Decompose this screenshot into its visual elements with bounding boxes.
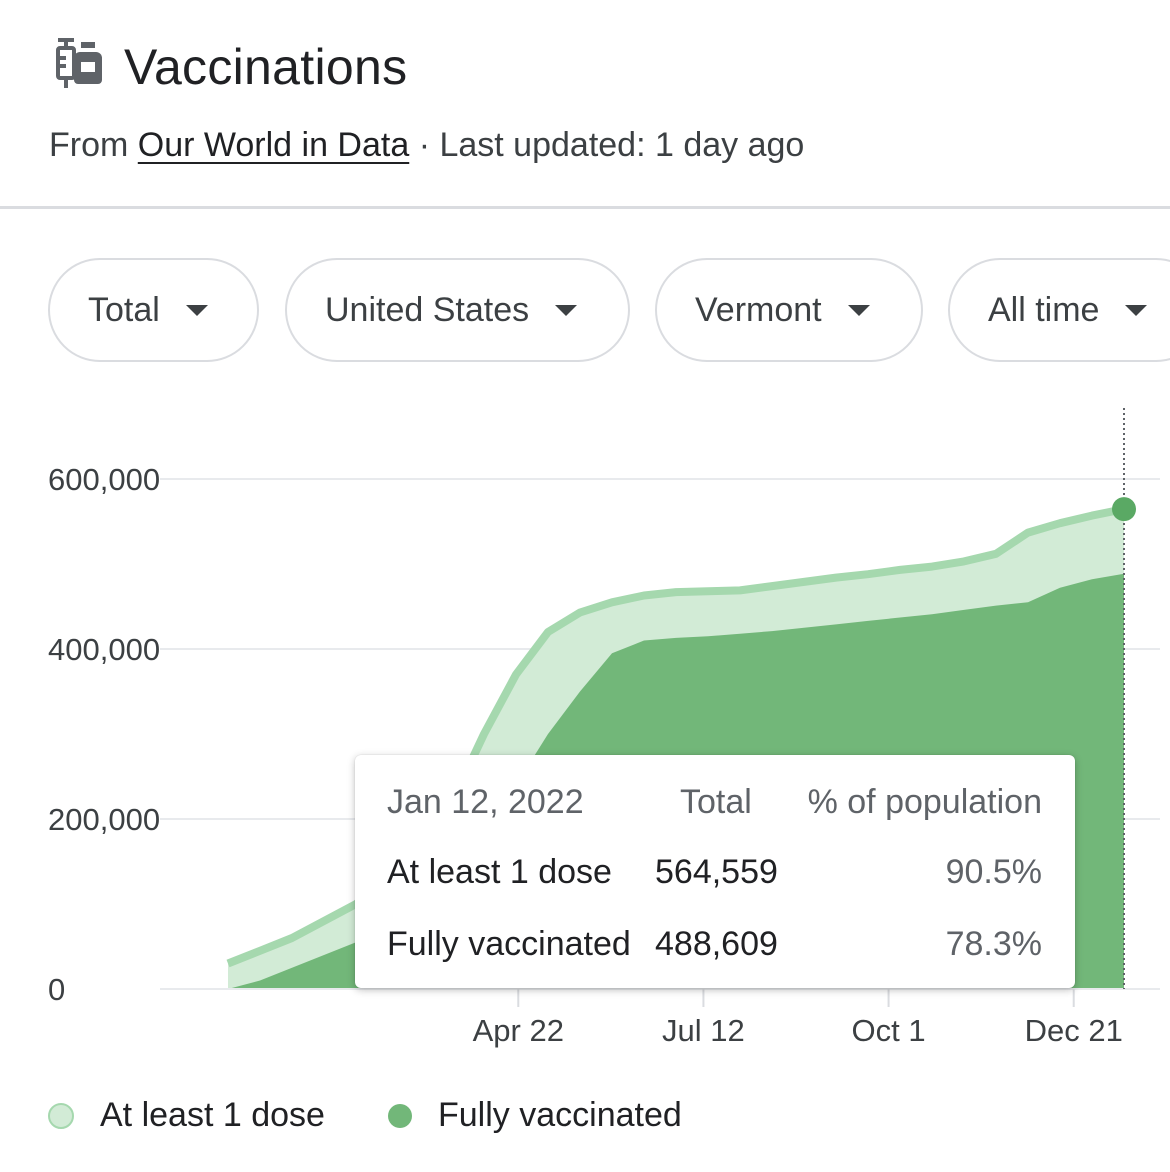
x-tick-label: Dec 21 bbox=[1025, 1013, 1123, 1048]
x-tick-label: Oct 1 bbox=[852, 1013, 926, 1048]
filter-time-dropdown[interactable]: All time bbox=[948, 258, 1170, 362]
x-tick-label: Apr 22 bbox=[473, 1013, 564, 1048]
source-line: From Our World in Data · Last updated: 1… bbox=[49, 126, 804, 165]
tooltip-row-label: Fully vaccinated bbox=[387, 925, 631, 963]
y-tick-label: 200,000 bbox=[48, 802, 160, 837]
caret-down-icon bbox=[185, 304, 208, 316]
filter-region-dropdown[interactable]: Vermont bbox=[655, 258, 923, 362]
chart-tooltip: Jan 12, 2022 Total % of population At le… bbox=[355, 755, 1075, 988]
legend-item-fully-vaccinated[interactable]: Fully vaccinated bbox=[388, 1096, 682, 1135]
filter-label: All time bbox=[988, 290, 1100, 329]
vaccine-icon bbox=[56, 38, 102, 88]
card-header: Vaccinations From Our World in Data · La… bbox=[0, 0, 1170, 208]
tooltip-row-pct: 90.5% bbox=[945, 853, 1042, 891]
filter-label: Total bbox=[88, 290, 160, 329]
tooltip-row-label: At least 1 dose bbox=[387, 853, 612, 891]
tooltip-row-pct: 78.3% bbox=[945, 925, 1042, 963]
y-tick-label: 0 bbox=[48, 972, 65, 1007]
legend-label: At least 1 dose bbox=[100, 1096, 325, 1134]
x-tick-label: Jul 12 bbox=[662, 1013, 745, 1048]
page-title: Vaccinations bbox=[124, 39, 408, 95]
legend-swatch bbox=[48, 1102, 74, 1129]
tooltip-date: Jan 12, 2022 bbox=[387, 783, 584, 821]
source-prefix: From bbox=[49, 126, 138, 164]
tooltip-row-total: 564,559 bbox=[655, 853, 778, 891]
caret-down-icon bbox=[555, 304, 578, 316]
last-updated: · Last updated: 1 day ago bbox=[409, 126, 805, 164]
hover-marker bbox=[1112, 497, 1136, 522]
tooltip-total-header: Total bbox=[680, 783, 752, 821]
legend-swatch bbox=[388, 1103, 412, 1128]
source-link[interactable]: Our World in Data bbox=[137, 126, 410, 164]
filter-metric-dropdown[interactable]: Total bbox=[48, 258, 259, 362]
tooltip-row-total: 488,609 bbox=[655, 925, 778, 963]
header-divider bbox=[0, 206, 1170, 209]
filter-label: Vermont bbox=[695, 290, 822, 329]
legend-label: Fully vaccinated bbox=[438, 1096, 682, 1134]
y-tick-label: 400,000 bbox=[48, 632, 160, 667]
caret-down-icon bbox=[847, 304, 870, 316]
filter-label: United States bbox=[325, 290, 530, 329]
caret-down-icon bbox=[1125, 304, 1148, 316]
y-tick-label: 600,000 bbox=[48, 462, 160, 497]
tooltip-pct-header: % of population bbox=[807, 783, 1042, 821]
filter-country-dropdown[interactable]: United States bbox=[285, 258, 630, 362]
legend-item-at-least-one-dose[interactable]: At least 1 dose bbox=[48, 1096, 325, 1135]
